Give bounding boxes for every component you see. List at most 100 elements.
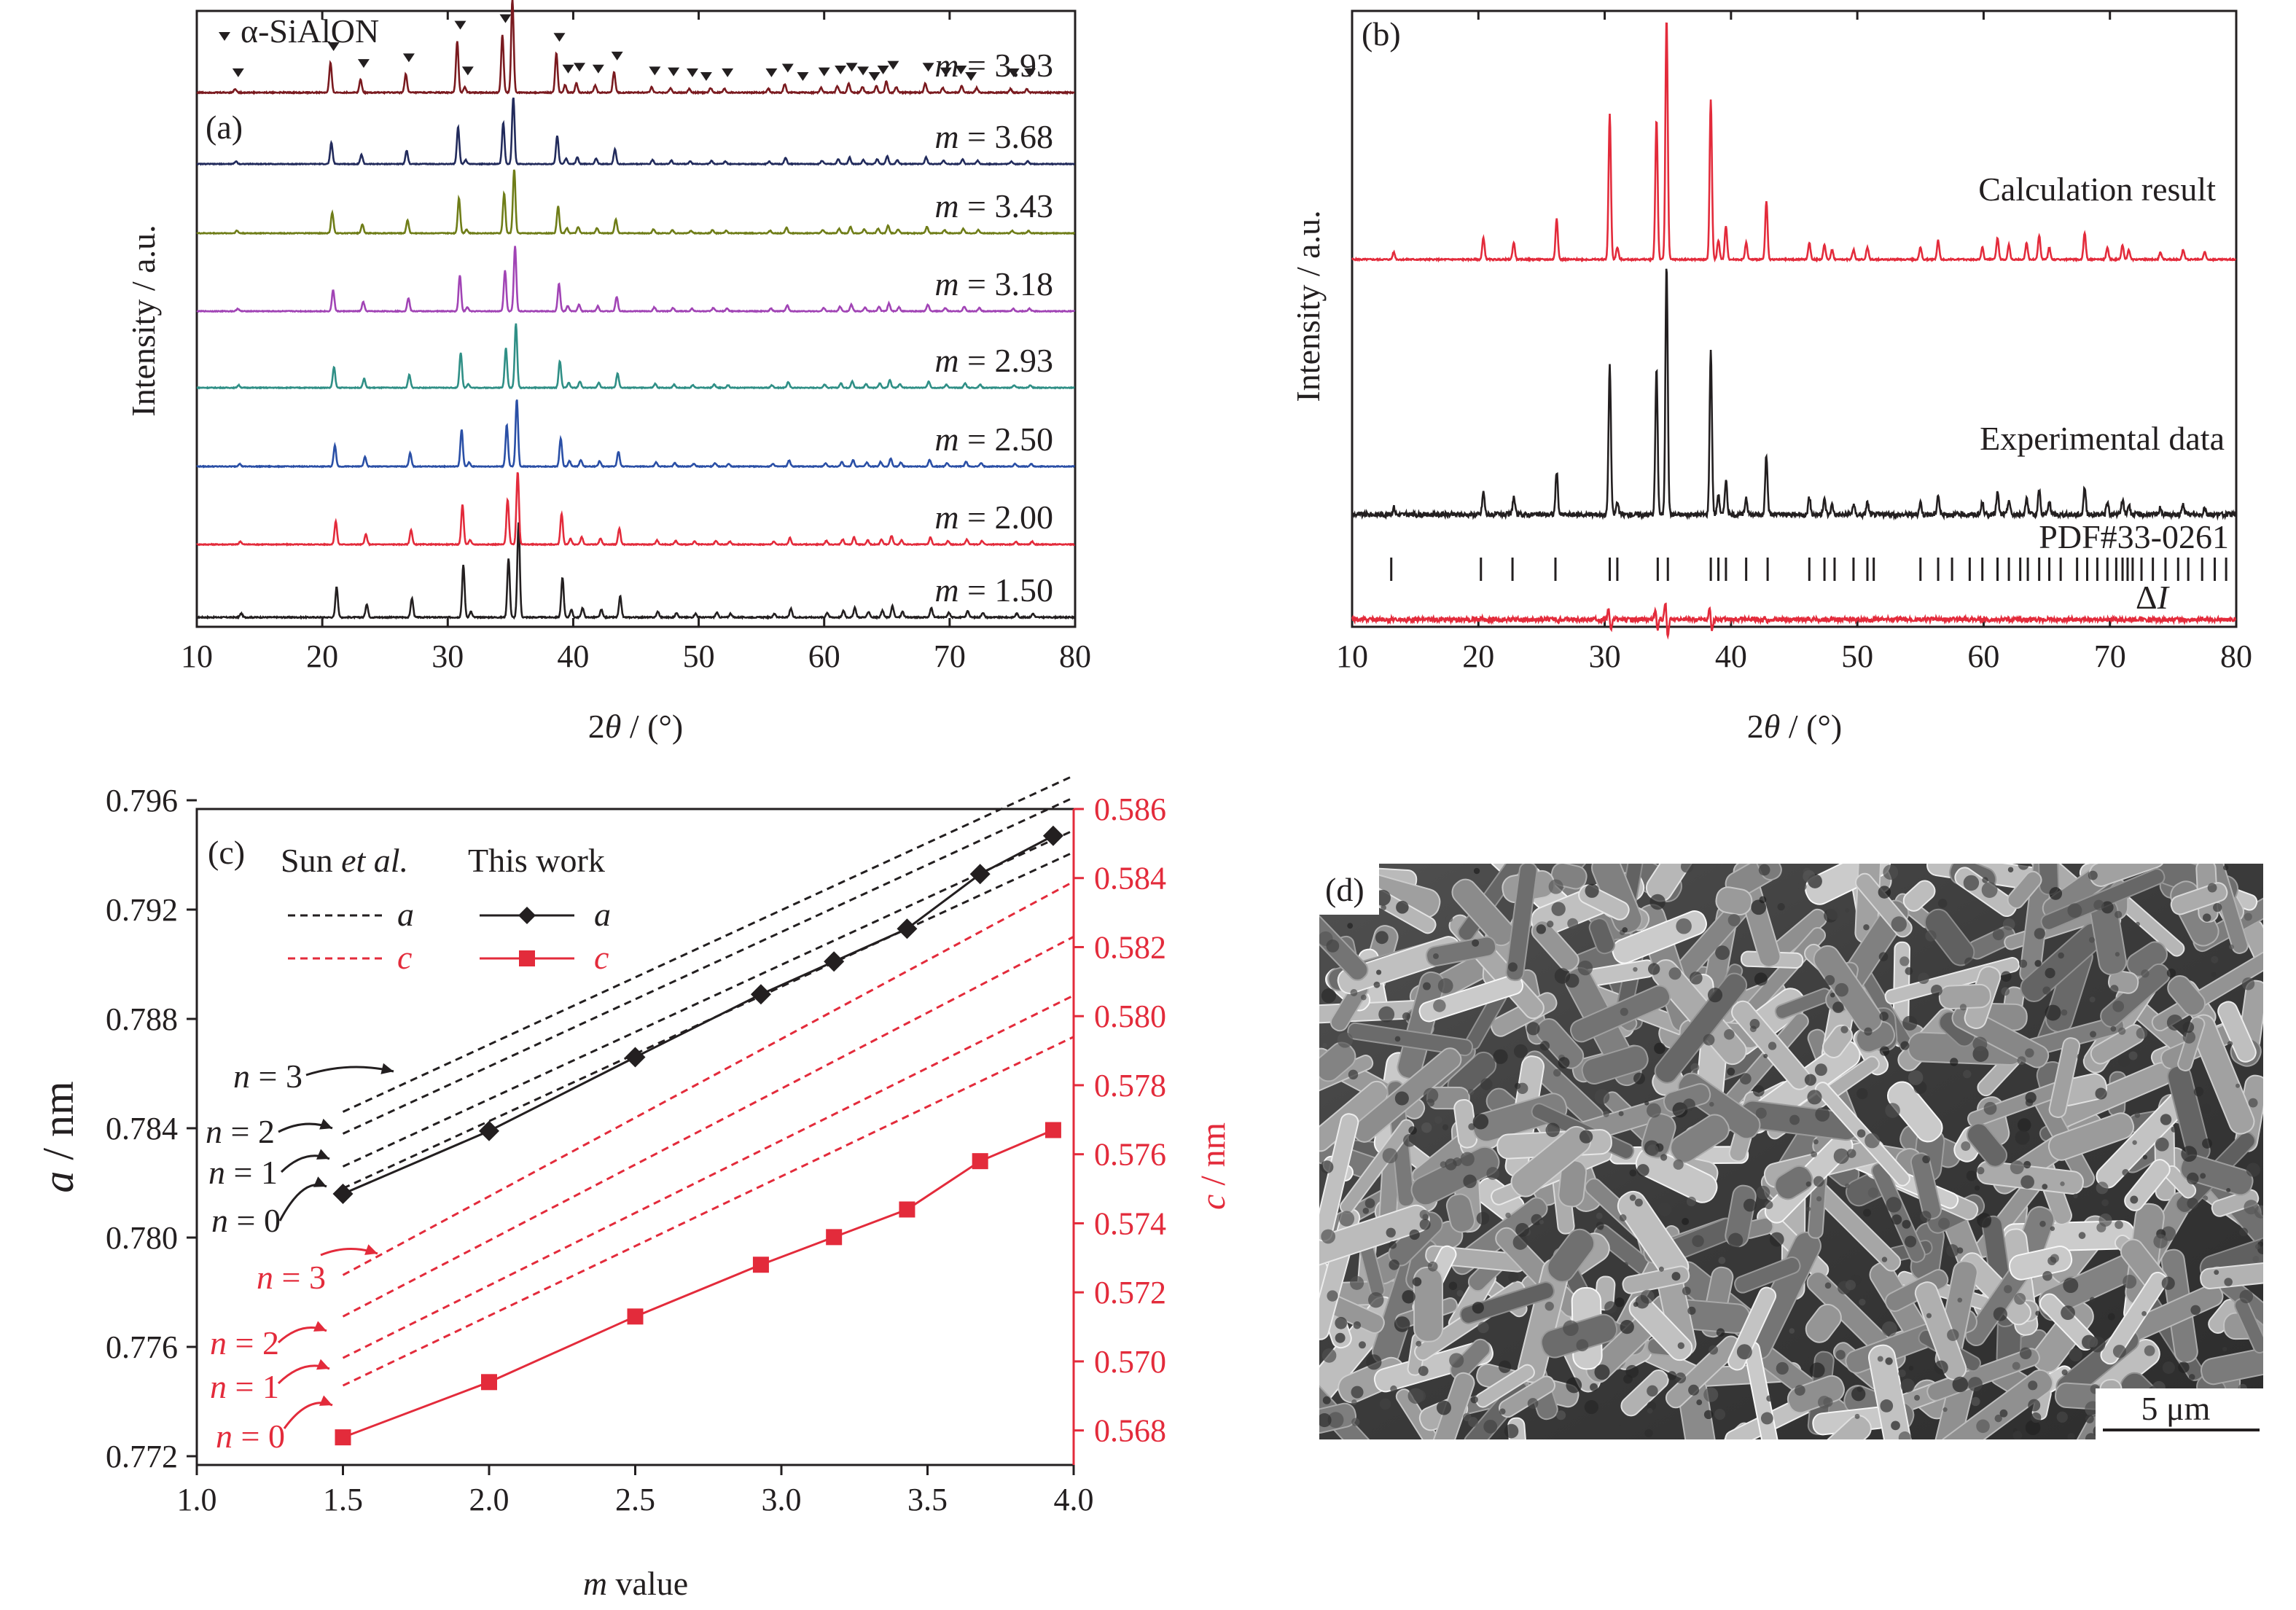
sem-speckle [1764, 1200, 1773, 1209]
sem-speckle [1959, 1004, 1967, 1011]
sem-speckle [2034, 960, 2042, 967]
sem-speckle [1696, 1399, 1703, 1406]
sem-speckle [1585, 883, 1599, 898]
sem-speckle [1682, 1217, 1690, 1225]
sem-speckle [1409, 1229, 1420, 1240]
sem-speckle [1647, 1407, 1653, 1414]
sem-speckle [2069, 1348, 2082, 1361]
sun-c-line [342, 1036, 1074, 1387]
sem-speckle [1442, 1124, 1449, 1130]
sem-rod [1475, 1364, 1535, 1408]
sem-speckle [1618, 1111, 1624, 1117]
sem-speckle [2034, 928, 2046, 939]
sem-speckle [2166, 1015, 2183, 1031]
sem-speckle [1353, 1321, 1362, 1329]
sem-speckle [1682, 1286, 1691, 1296]
sem-speckle [2035, 1310, 2041, 1316]
sem-speckle [2060, 1181, 2065, 1187]
sem-speckle [1556, 1410, 1566, 1421]
sem-speckle [1758, 864, 1770, 876]
sem-speckle [1498, 1360, 1512, 1373]
sem-rod [1774, 1165, 1813, 1200]
sem-speckle [2211, 972, 2217, 977]
sem-speckle [1967, 1377, 1983, 1392]
y-tick-label-right: 0.572 [1094, 1275, 1166, 1310]
sem-speckle [2058, 952, 2064, 959]
y-tick-label-left: 0.780 [106, 1220, 178, 1256]
sem-speckle [1908, 1070, 1924, 1085]
sem-speckle [2115, 952, 2120, 957]
peak-marker-icon [454, 20, 466, 30]
sem-speckle [1982, 877, 1988, 883]
sem-speckle [2085, 1414, 2094, 1423]
peak-marker-icon [611, 51, 623, 60]
sem-speckle [1619, 1214, 1627, 1222]
sem-speckle [1880, 1399, 1894, 1412]
x-tick-label: 10 [1336, 638, 1368, 674]
arrow-head-icon [316, 1359, 329, 1370]
x-tick-label: 30 [432, 638, 464, 674]
sem-speckle [1966, 1171, 1977, 1181]
panel-c-sun-lines [342, 774, 1074, 1387]
peak-marker-icon [965, 72, 977, 81]
peak-marker-icon [402, 53, 415, 63]
sem-speckle [1620, 1007, 1628, 1016]
sem-speckle [1845, 907, 1850, 913]
c-square-marker [481, 1374, 497, 1391]
sem-speckle [1964, 957, 1975, 968]
sem-speckle [1976, 1419, 1990, 1434]
sem-speckle [2187, 1197, 2198, 1209]
n-arrow [283, 1402, 333, 1429]
sem-rod [1570, 985, 1671, 1043]
sem-speckle [1900, 1378, 1915, 1393]
sem-speckle [1803, 870, 1816, 883]
sem-speckle [1950, 1058, 1959, 1066]
sem-speckle [2110, 1025, 2117, 1032]
c-square-marker [752, 1257, 769, 1273]
sem-speckle [2025, 1098, 2034, 1107]
sem-speckle [1433, 953, 1439, 959]
sem-speckle [1434, 1116, 1442, 1124]
sem-speckle [2004, 1285, 2012, 1294]
sem-rod [1319, 1042, 1356, 1082]
sem-speckle [1840, 1025, 1848, 1033]
sem-rod [2007, 870, 2042, 910]
sem-speckle [1423, 982, 1431, 990]
sem-speckle [2056, 1411, 2068, 1423]
sem-speckle [1922, 1155, 1931, 1164]
legend-this-work: This work [468, 842, 605, 879]
sem-speckle [1596, 1212, 1603, 1219]
sem-speckle [1952, 1376, 1969, 1393]
sem-speckle [2223, 864, 2229, 871]
sem-speckle [2252, 1256, 2260, 1263]
legend-diamond-icon [518, 907, 536, 924]
sem-speckle [1350, 989, 1358, 996]
sem-speckle [2018, 864, 2029, 870]
sem-rod [2211, 1189, 2260, 1217]
sem-rod [2100, 1271, 2168, 1365]
sem-speckle [2118, 1027, 2126, 1035]
peak-marker-icon [574, 63, 586, 72]
panel-c-label: (c) [208, 834, 245, 871]
sem-speckle [1463, 1174, 1477, 1189]
sem-speckle [2078, 1232, 2086, 1239]
sem-speckle [1338, 1211, 1355, 1227]
panel-c-this-work [332, 825, 1063, 1446]
sem-speckle [1566, 1377, 1582, 1394]
sem-speckle [2028, 1399, 2041, 1412]
sem-speckle [2187, 1172, 2199, 1185]
sem-speckle [1594, 1364, 1610, 1380]
c-series-line [342, 1129, 1054, 1439]
arrow-head-icon [364, 1244, 378, 1255]
sem-speckle [1957, 1297, 1963, 1303]
sem-speckle [1835, 1350, 1846, 1360]
sem-rod [1535, 1017, 1585, 1069]
sem-speckle [1817, 1396, 1831, 1409]
sem-speckle [2073, 1193, 2078, 1199]
sem-speckle [1423, 1087, 1439, 1103]
sun-c-line [342, 994, 1074, 1359]
sem-speckle [2088, 937, 2096, 943]
sem-rod [2177, 1016, 2206, 1071]
sem-speckle [1517, 1082, 1528, 1095]
panel-b-y-label: Intensity / a.u. [1289, 210, 1327, 402]
